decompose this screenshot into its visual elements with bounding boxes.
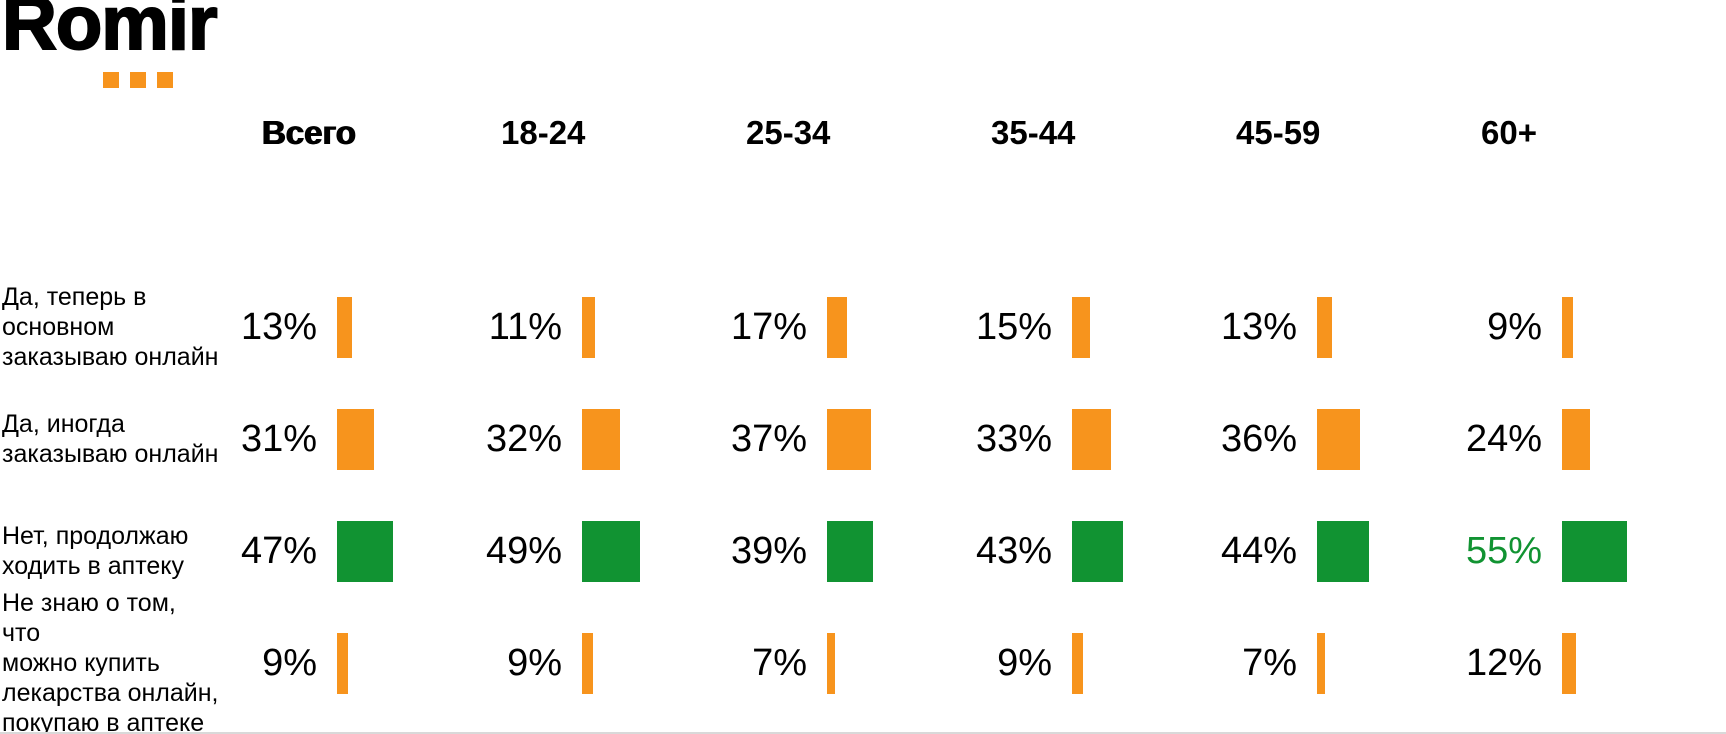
value-label: 15%: [975, 305, 1052, 348]
value-label: 12%: [1465, 641, 1542, 684]
value-bar: [337, 408, 374, 470]
data-cell: 15%: [955, 296, 1200, 358]
value-bar: [1072, 296, 1090, 358]
column-header-18-24: 18-24: [501, 114, 586, 151]
data-cell: 7%: [710, 632, 955, 694]
value-bar: [1317, 520, 1369, 582]
romir-logo: Romir: [1, 0, 219, 88]
value-bar: [827, 296, 848, 358]
value-bar: [1317, 408, 1360, 470]
data-cell: 36%: [1200, 408, 1445, 470]
value-bar: [1562, 296, 1573, 358]
data-cell: 9%: [220, 632, 465, 694]
value-label: 7%: [1242, 641, 1297, 684]
value-bar: [827, 632, 836, 694]
data-cell: 17%: [710, 296, 955, 358]
row-label: Да, теперь в основном заказываю онлайн: [2, 283, 219, 371]
data-cell: 43%: [955, 520, 1200, 582]
column-header-45-59: 45-59: [1236, 114, 1321, 151]
data-cell: 9%: [465, 632, 710, 694]
table-row: Да, теперь в основном заказываю онлайн 13…: [0, 271, 1726, 383]
value-bar: [337, 520, 393, 582]
value-label: 47%: [240, 529, 317, 572]
column-headers: Всего 18-24 25-34 35-44 45-59 60+: [220, 110, 1690, 155]
romir-logo-text: Romir: [1, 0, 219, 66]
column-header-60plus: 60+: [1481, 114, 1537, 151]
row-label: Нет, продолжаю ходить в аптеку: [2, 522, 189, 580]
data-cell: 9%: [1445, 296, 1690, 358]
value-label: 37%: [730, 417, 807, 460]
logo-dot-icon: [157, 72, 173, 88]
value-bar: [827, 408, 871, 470]
data-cell: 47%: [220, 520, 465, 582]
data-cell: 55%: [1445, 520, 1690, 582]
value-bar: [582, 296, 595, 358]
table-row: Не знаю о том, что можно купить лекарств…: [0, 589, 1726, 734]
value-label: 9%: [997, 641, 1052, 684]
table-row: Нет, продолжаю ходить в аптеку 47% 49% 39% 4…: [0, 495, 1726, 607]
data-cell: 12%: [1445, 632, 1690, 694]
row-label: Да, иногда заказываю онлайн: [2, 410, 219, 468]
value-label: 7%: [752, 641, 807, 684]
data-cell: 44%: [1200, 520, 1445, 582]
row-label: Не знаю о том, что можно купить лекарств…: [2, 589, 219, 734]
bottom-edge-line: [0, 732, 1726, 734]
chart-rows: Да, теперь в основном заказываю онлайн 13…: [0, 271, 1726, 734]
value-bar: [582, 408, 620, 470]
value-label: 31%: [240, 417, 317, 460]
value-label: 13%: [1220, 305, 1297, 348]
romir-logo-dots-icon: [103, 72, 173, 88]
value-label: 11%: [488, 305, 562, 348]
data-cell: 32%: [465, 408, 710, 470]
data-cell: 9%: [955, 632, 1200, 694]
data-cell: 39%: [710, 520, 955, 582]
table-row: Да, иногда заказываю онлайн 31% 32% 37% 33% 3…: [0, 383, 1726, 495]
value-label: 9%: [262, 641, 317, 684]
value-bar: [1562, 520, 1627, 582]
value-label: 36%: [1220, 417, 1297, 460]
data-cell: 31%: [220, 408, 465, 470]
value-bar: [1562, 632, 1577, 694]
value-label: 9%: [1487, 305, 1542, 348]
column-header-25-34: 25-34: [746, 114, 831, 151]
value-label: 49%: [485, 529, 562, 572]
value-label: 39%: [730, 529, 807, 572]
logo-dot-icon: [130, 72, 146, 88]
data-cell: 37%: [710, 408, 955, 470]
value-label: 9%: [507, 641, 562, 684]
data-cell: 13%: [1200, 296, 1445, 358]
logo-dot-icon: [103, 72, 119, 88]
data-cell: 33%: [955, 408, 1200, 470]
value-bar: [1072, 632, 1083, 694]
data-cell: 11%: [465, 296, 710, 358]
value-bar: [827, 520, 873, 582]
data-cell: 7%: [1200, 632, 1445, 694]
value-label: 33%: [975, 417, 1052, 460]
value-bar: [337, 296, 353, 358]
value-bar: [582, 632, 593, 694]
value-label: 44%: [1220, 529, 1297, 572]
value-label: 43%: [975, 529, 1052, 572]
value-label: 32%: [485, 417, 562, 460]
data-cell: 13%: [220, 296, 465, 358]
column-header-total: Всего: [262, 114, 357, 151]
value-bar: [1317, 632, 1326, 694]
value-bar: [1562, 408, 1591, 470]
value-bar: [337, 632, 348, 694]
value-label: 17%: [730, 305, 807, 348]
value-bar: [1072, 520, 1123, 582]
value-bar: [1072, 408, 1111, 470]
value-bar: [582, 520, 640, 582]
value-label: 13%: [240, 305, 317, 348]
value-label: 55%: [1465, 529, 1542, 572]
value-label: 24%: [1465, 417, 1542, 460]
data-cell: 24%: [1445, 408, 1690, 470]
column-header-35-44: 35-44: [991, 114, 1076, 151]
value-bar: [1317, 296, 1333, 358]
data-cell: 49%: [465, 520, 710, 582]
